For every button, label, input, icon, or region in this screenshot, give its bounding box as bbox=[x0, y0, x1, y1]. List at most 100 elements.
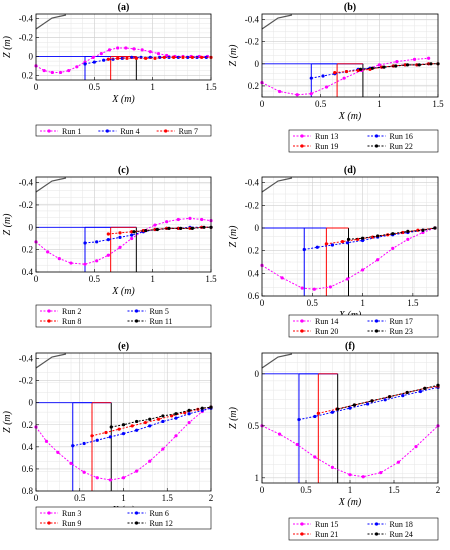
data-point bbox=[316, 411, 320, 415]
data-point bbox=[174, 434, 178, 438]
legend-label: Run 18 bbox=[390, 520, 413, 529]
y-tick-label: 0.2 bbox=[22, 245, 33, 255]
data-point bbox=[82, 441, 86, 446]
legend-marker bbox=[105, 129, 109, 133]
data-point bbox=[144, 229, 148, 233]
x-axis-label: X (m) bbox=[338, 497, 362, 508]
y-tick-label: 0.6 bbox=[22, 464, 34, 474]
data-point bbox=[401, 394, 405, 398]
data-point bbox=[148, 459, 152, 463]
data-point bbox=[395, 59, 399, 64]
data-point bbox=[309, 76, 313, 80]
data-point bbox=[423, 386, 427, 390]
data-point bbox=[118, 235, 122, 239]
y-tick-label: 0.5 bbox=[248, 421, 260, 431]
data-point bbox=[190, 226, 194, 231]
y-tick-label: 0 bbox=[255, 369, 260, 379]
x-tick-label: 0 bbox=[260, 298, 265, 308]
y-axis-label: Z (m) bbox=[2, 410, 13, 433]
panel-title: (e) bbox=[118, 341, 129, 352]
chart-panel-d: 00.511.5-0.4-0.200.20.40.6(d)X (m)Z (m)R… bbox=[228, 165, 439, 338]
legend: Run 3 Run 6 Run 9 Run 12 bbox=[35, 506, 212, 530]
data-point bbox=[412, 57, 417, 61]
data-point bbox=[148, 424, 152, 428]
data-point bbox=[187, 420, 191, 425]
legend-label: Run 19 bbox=[315, 142, 338, 151]
data-point bbox=[421, 230, 425, 235]
data-point bbox=[312, 287, 316, 291]
data-point bbox=[345, 277, 350, 281]
panel-title: (f) bbox=[345, 341, 355, 352]
legend-marker bbox=[47, 319, 51, 323]
y-tick-label: 0.6 bbox=[248, 291, 260, 301]
data-point bbox=[187, 408, 191, 413]
series-line-run-3 bbox=[35, 406, 212, 481]
data-point bbox=[302, 247, 306, 252]
y-tick-label: 0 bbox=[29, 398, 34, 408]
y-axis-label: Z (m) bbox=[228, 44, 239, 67]
data-point bbox=[377, 63, 381, 67]
legend-marker bbox=[47, 129, 51, 133]
legend-label: Run 1 bbox=[62, 127, 81, 136]
legend-label: Run 23 bbox=[390, 327, 413, 336]
data-point bbox=[148, 417, 152, 421]
data-point bbox=[328, 285, 332, 289]
data-point bbox=[69, 461, 73, 465]
x-tick-label: 0 bbox=[260, 485, 265, 495]
series-line-run-14 bbox=[261, 227, 436, 290]
data-point bbox=[117, 427, 121, 431]
data-point bbox=[161, 419, 165, 424]
x-tick-label: 0.5 bbox=[89, 274, 101, 284]
data-point bbox=[155, 227, 159, 232]
data-point bbox=[134, 56, 138, 60]
x-tick-label: 0.5 bbox=[89, 82, 101, 92]
ramp-line bbox=[261, 177, 293, 193]
data-point bbox=[396, 460, 400, 464]
legend-label: Run 6 bbox=[150, 509, 169, 518]
data-point bbox=[346, 237, 351, 241]
legend-box bbox=[288, 314, 439, 338]
data-point bbox=[176, 217, 180, 222]
data-point bbox=[58, 70, 63, 75]
legend-label: Run 17 bbox=[390, 317, 413, 326]
legend-label: Run 13 bbox=[315, 132, 338, 141]
data-point bbox=[118, 231, 122, 235]
x-tick-label: 1 bbox=[377, 99, 382, 109]
data-point bbox=[116, 56, 120, 60]
legend-box bbox=[35, 506, 212, 530]
ramp-line bbox=[261, 14, 293, 30]
y-tick-label: 0.4 bbox=[248, 268, 260, 278]
legend-label: Run 22 bbox=[390, 142, 413, 151]
legend-marker bbox=[134, 511, 139, 515]
data-point bbox=[352, 403, 356, 407]
data-point bbox=[278, 89, 282, 94]
data-point bbox=[46, 250, 50, 254]
y-axis-label: Z (m) bbox=[228, 406, 239, 429]
data-point bbox=[187, 412, 191, 416]
data-point bbox=[344, 69, 349, 74]
data-point bbox=[376, 234, 380, 238]
data-point bbox=[130, 230, 134, 234]
x-tick-label: 1 bbox=[121, 493, 126, 503]
data-point bbox=[144, 56, 148, 60]
legend-marker bbox=[47, 511, 51, 515]
data-point bbox=[130, 424, 134, 428]
chart-panel-e: 00.511.52-0.4-0.200.20.40.60.8(e)X (m)Z … bbox=[2, 341, 213, 530]
y-tick-label: 0.4 bbox=[22, 267, 34, 277]
data-point bbox=[181, 55, 185, 59]
data-point bbox=[172, 55, 176, 59]
legend-marker bbox=[47, 309, 51, 313]
data-point bbox=[348, 406, 352, 410]
data-point bbox=[370, 399, 374, 403]
data-point bbox=[156, 417, 161, 421]
panel-title: (b) bbox=[344, 2, 356, 13]
data-point bbox=[170, 414, 174, 418]
data-point bbox=[295, 93, 299, 97]
data-point bbox=[162, 55, 166, 59]
data-point bbox=[433, 226, 437, 230]
data-point bbox=[309, 92, 313, 96]
legend-box bbox=[288, 517, 439, 541]
data-point bbox=[75, 65, 79, 69]
data-point bbox=[121, 423, 126, 427]
data-point bbox=[95, 476, 99, 480]
